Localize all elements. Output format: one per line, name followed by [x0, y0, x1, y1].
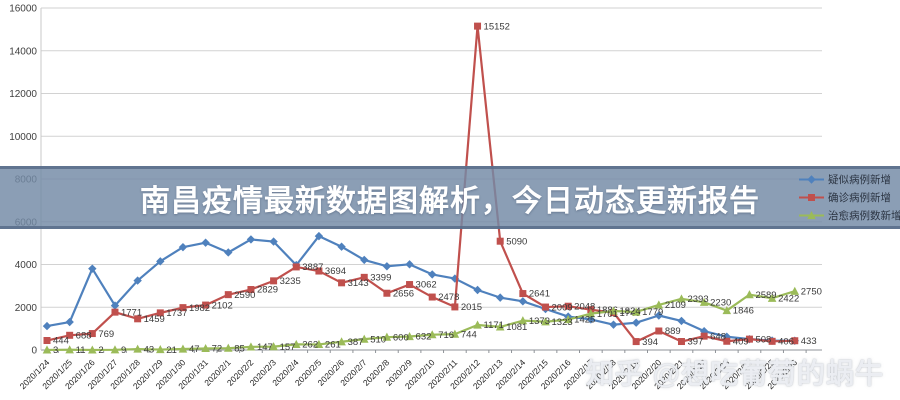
svg-text:2393: 2393 — [687, 294, 708, 305]
svg-text:632: 632 — [416, 332, 432, 343]
svg-text:72: 72 — [212, 344, 223, 355]
svg-text:508: 508 — [755, 334, 771, 345]
svg-text:1459: 1459 — [144, 314, 165, 325]
svg-text:262: 262 — [302, 340, 318, 351]
svg-text:1749: 1749 — [620, 308, 641, 319]
svg-text:15152: 15152 — [484, 21, 510, 32]
svg-text:16000: 16000 — [9, 4, 37, 15]
svg-text:600: 600 — [393, 332, 409, 343]
svg-text:1982: 1982 — [189, 303, 210, 314]
suspected-series-marker-icon — [799, 175, 824, 184]
svg-text:5090: 5090 — [506, 236, 527, 247]
legend-item-cured: 治愈病例数新增 — [798, 208, 900, 223]
svg-text:2230: 2230 — [710, 298, 731, 309]
svg-text:2829: 2829 — [257, 285, 278, 296]
svg-text:21: 21 — [166, 345, 177, 356]
title-banner: 南昌疫情最新数据图解析，今日动态更新报告 — [0, 166, 900, 229]
svg-text:889: 889 — [665, 326, 681, 337]
svg-text:2422: 2422 — [778, 293, 799, 304]
svg-text:11: 11 — [76, 345, 86, 356]
legend-label: 确诊病例新增 — [828, 192, 891, 204]
svg-text:3143: 3143 — [348, 278, 369, 289]
svg-text:1779: 1779 — [642, 307, 663, 318]
svg-text:1081: 1081 — [506, 322, 527, 333]
svg-text:12000: 12000 — [9, 89, 37, 100]
svg-text:1824: 1824 — [620, 306, 641, 317]
svg-text:2015: 2015 — [461, 302, 482, 313]
svg-text:85: 85 — [234, 343, 245, 354]
svg-text:14000: 14000 — [9, 46, 37, 57]
svg-text:9: 9 — [121, 345, 126, 356]
svg-text:716: 716 — [438, 330, 454, 341]
svg-text:3062: 3062 — [416, 280, 437, 291]
svg-text:2589: 2589 — [755, 290, 776, 301]
cured-series-marker-icon — [799, 211, 824, 220]
svg-text:1771: 1771 — [121, 307, 142, 318]
svg-text:409: 409 — [733, 336, 749, 347]
svg-text:3887: 3887 — [302, 262, 323, 273]
svg-text:2750: 2750 — [801, 286, 822, 297]
svg-text:261: 261 — [325, 340, 341, 351]
svg-text:444: 444 — [53, 336, 69, 347]
svg-text:2478: 2478 — [438, 292, 459, 303]
svg-text:2000: 2000 — [15, 303, 38, 314]
svg-text:1701: 1701 — [597, 309, 618, 320]
svg-text:1323: 1323 — [552, 317, 573, 328]
svg-text:2109: 2109 — [665, 300, 686, 311]
legend-label: 疑似病例新增 — [828, 174, 891, 186]
svg-text:1886: 1886 — [597, 305, 618, 316]
svg-text:4000: 4000 — [15, 260, 38, 271]
svg-text:1373: 1373 — [529, 316, 550, 327]
confirmed-series-marker-icon — [799, 194, 824, 201]
svg-text:1425: 1425 — [574, 315, 595, 326]
svg-text:769: 769 — [98, 329, 114, 340]
svg-text:2048: 2048 — [574, 301, 595, 312]
svg-text:3399: 3399 — [370, 273, 391, 284]
svg-text:10000: 10000 — [9, 132, 37, 143]
svg-text:648: 648 — [710, 331, 726, 342]
svg-text:394: 394 — [642, 337, 658, 348]
legend-item-suspected: 疑似病例新增 — [798, 172, 900, 187]
svg-text:1171: 1171 — [484, 320, 504, 331]
svg-text:2009: 2009 — [552, 302, 573, 313]
svg-text:3235: 3235 — [280, 276, 301, 287]
legend-label: 治愈病例数新增 — [828, 210, 900, 222]
legend: 疑似病例新增 确诊病例新增 治愈病例数新增 — [798, 172, 900, 223]
svg-text:510: 510 — [370, 334, 386, 345]
svg-text:2590: 2590 — [234, 290, 255, 301]
svg-text:433: 433 — [801, 336, 817, 347]
svg-text:2641: 2641 — [529, 289, 550, 300]
svg-text:387: 387 — [348, 337, 364, 348]
svg-text:2: 2 — [98, 345, 103, 356]
svg-text:157: 157 — [280, 342, 296, 353]
svg-text:0: 0 — [31, 346, 37, 357]
svg-text:688: 688 — [76, 330, 92, 341]
svg-text:147: 147 — [257, 342, 273, 353]
svg-text:3: 3 — [53, 345, 58, 356]
svg-text:744: 744 — [461, 329, 477, 340]
svg-text:2102: 2102 — [212, 300, 233, 311]
svg-text:1737: 1737 — [166, 308, 187, 319]
svg-text:3694: 3694 — [325, 266, 346, 277]
svg-text:43: 43 — [144, 344, 155, 355]
zhihu-watermark: 知乎 @想吃葡萄的蜗牛 — [585, 358, 884, 389]
legend-item-confirmed: 确诊病例新增 — [798, 190, 900, 205]
svg-text:406: 406 — [778, 337, 794, 348]
svg-text:2656: 2656 — [393, 288, 414, 299]
svg-text:397: 397 — [687, 337, 703, 348]
svg-text:1846: 1846 — [733, 306, 754, 317]
svg-text:47: 47 — [189, 344, 200, 355]
page-title: 南昌疫情最新数据图解析，今日动态更新报告 — [140, 184, 760, 218]
